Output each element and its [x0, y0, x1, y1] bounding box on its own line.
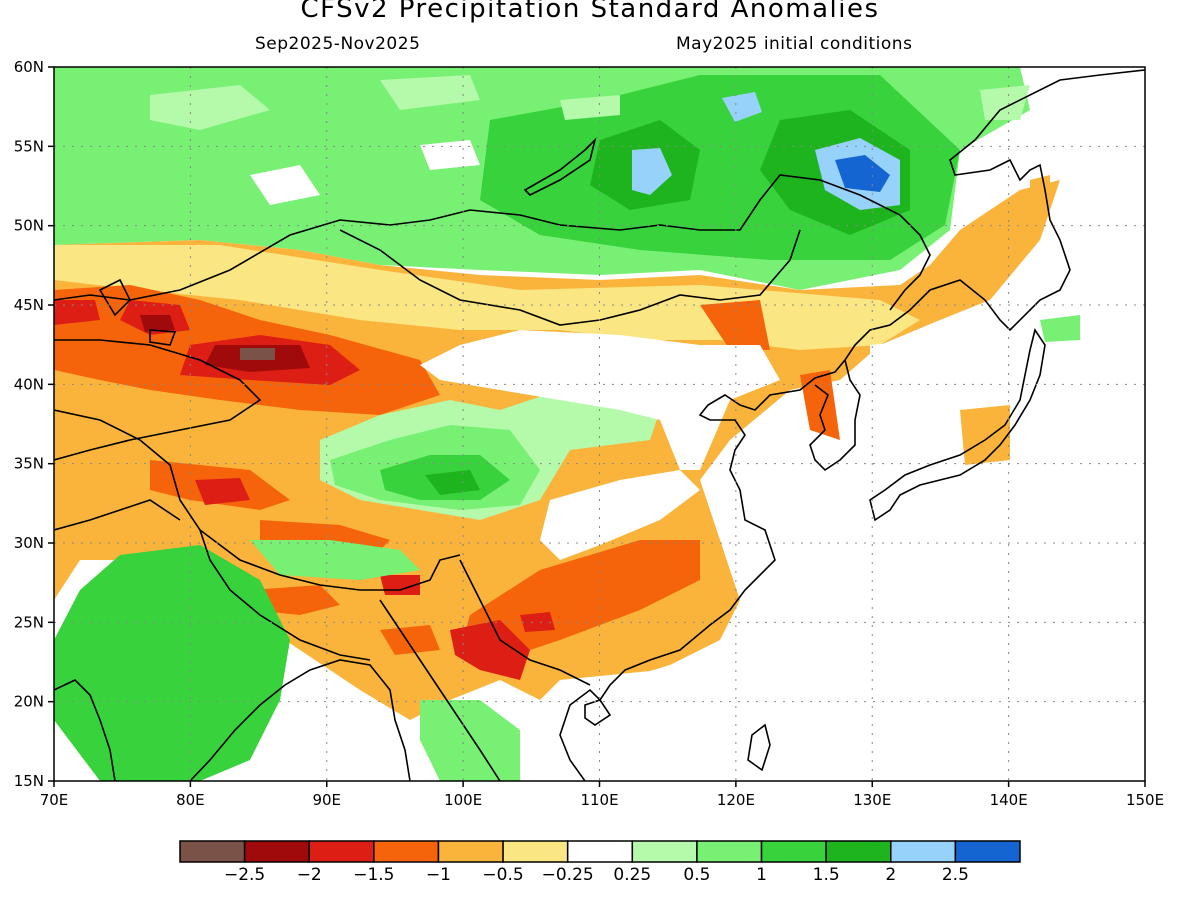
dry-band-light — [54, 245, 920, 350]
lon-label: 150E — [1126, 791, 1164, 809]
colorbar-swatch — [437, 840, 504, 863]
coastline-east-asia — [559, 69, 1145, 781]
lon-label: 90E — [312, 791, 341, 809]
border-india — [54, 499, 371, 661]
colorbar-label: 1 — [756, 865, 767, 885]
longitude-labels: 70E 80E 90E 100E 110E 120E 130E 140E 150E — [40, 791, 1164, 809]
lon-label: 130E — [853, 791, 891, 809]
coastline-india — [54, 679, 116, 781]
colorbar-swatch — [179, 840, 246, 863]
colorbar-swatch — [308, 840, 375, 863]
colorbar-labels: −2.5 −2 −1.5 −1 −0.5 −0.25 0.25 0.5 1 1.5 2 2.5 — [224, 865, 969, 885]
initial-conditions: May2025 initial conditions — [676, 34, 913, 54]
colorbar-label: 2.5 — [942, 865, 969, 885]
lat-label: 35N — [14, 455, 44, 473]
coastlines — [54, 69, 1145, 781]
dry-band-max — [54, 300, 555, 680]
lat-label: 25N — [14, 613, 44, 631]
coastline-hainan — [584, 699, 612, 726]
map-title: CFSv2 Precipitation Standard Anomalies — [300, 0, 880, 24]
wet-peak-dark — [835, 155, 890, 192]
colorbar-swatch — [631, 840, 698, 863]
coastline-japan — [869, 328, 1046, 522]
colorbar-swatch — [825, 840, 892, 863]
colorbar-label: −0.25 — [542, 865, 594, 885]
border-central-asia — [54, 339, 262, 461]
border-se-asia — [379, 559, 591, 781]
wet-peak-light — [632, 92, 900, 210]
lon-label: 100E — [444, 791, 482, 809]
latitude-labels: 15N 20N 25N 30N 35N 40N 45N 50N 55N 60N — [14, 58, 44, 790]
colorbar-swatch — [566, 840, 634, 863]
colorbar-swatch — [954, 840, 1021, 863]
colorbar-label: 1.5 — [813, 865, 840, 885]
anomaly-field — [54, 67, 1145, 781]
colorbar-label: −1.5 — [353, 865, 394, 885]
lat-label: 40N — [14, 375, 44, 393]
lat-label: 55N — [14, 137, 44, 155]
border-china-north — [54, 174, 931, 311]
lon-label: 120E — [717, 791, 755, 809]
colorbar-label: 0.25 — [613, 865, 651, 885]
border-himalaya — [54, 409, 461, 591]
lat-label: 45N — [14, 296, 44, 314]
axis-ticks — [48, 66, 1146, 787]
coastline-lake-baikal — [523, 137, 597, 196]
coastline-korea — [809, 359, 861, 472]
lat-label: 60N — [14, 58, 44, 76]
colorbar-label: −1 — [426, 865, 451, 885]
colorbar-swatch — [890, 840, 957, 863]
wet-region-north-max — [590, 110, 910, 235]
lon-label: 140E — [990, 791, 1028, 809]
dry-peak — [240, 348, 275, 360]
lat-label: 15N — [14, 772, 44, 790]
lon-label: 70E — [40, 791, 69, 809]
grid-lines — [54, 67, 1145, 781]
colorbar-label: 0.5 — [683, 865, 710, 885]
forecast-period: Sep2025-Nov2025 — [255, 34, 421, 54]
lat-label: 20N — [14, 693, 44, 711]
wet-region-india-core — [90, 570, 260, 760]
colorbar-swatch — [760, 840, 827, 863]
coastline-bay-of-bengal — [189, 659, 411, 781]
lon-label: 80E — [176, 791, 205, 809]
colorbar — [179, 840, 1021, 863]
colorbar-swatch — [696, 840, 763, 863]
colorbar-label: −0.5 — [482, 865, 523, 885]
lat-label: 50N — [14, 217, 44, 235]
colorbar-label: −2.5 — [224, 865, 265, 885]
colorbar-swatch — [502, 840, 569, 863]
colorbar-label: −2 — [297, 865, 322, 885]
colorbar-swatch — [243, 840, 310, 863]
colorbar-label: 2 — [885, 865, 896, 885]
lon-label: 110E — [580, 791, 618, 809]
lat-label: 30N — [14, 534, 44, 552]
coastline-taiwan — [747, 723, 771, 772]
colorbar-swatch — [373, 840, 440, 863]
